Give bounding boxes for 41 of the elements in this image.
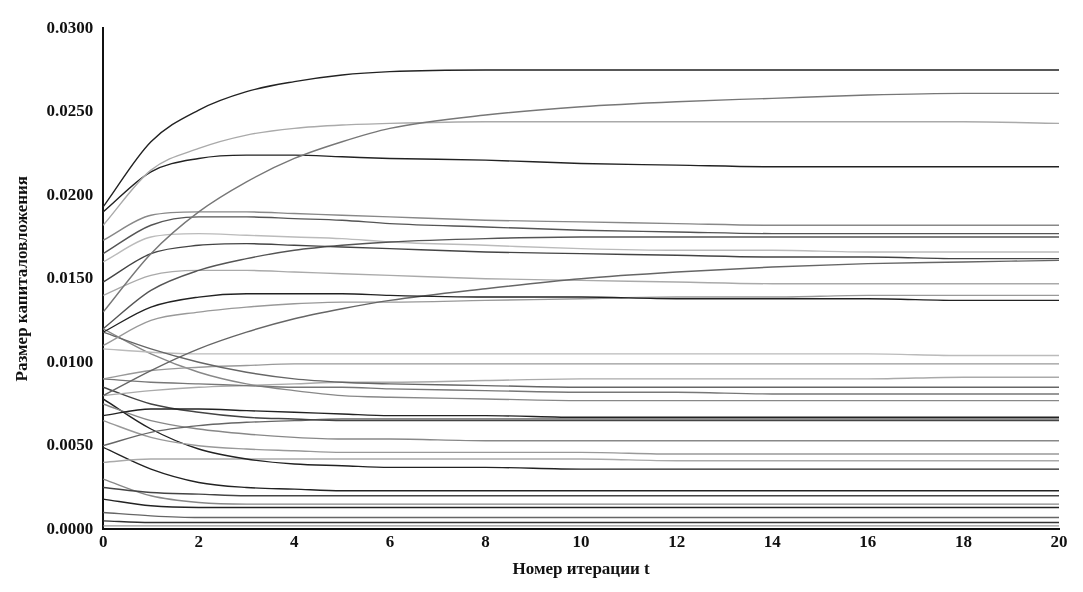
line-series	[103, 446, 1059, 492]
line-series	[103, 386, 1059, 422]
x-tick-label: 16	[859, 531, 877, 551]
line-series	[103, 232, 1059, 263]
line-series	[103, 242, 1059, 283]
y-tick-label: 0.0050	[46, 435, 94, 455]
y-tick-label: 0.0300	[46, 17, 94, 37]
y-tick-label: 0.0150	[46, 268, 94, 288]
line-series	[103, 348, 1059, 357]
y-tick-label: 0.0200	[46, 184, 94, 204]
line-series	[103, 154, 1059, 213]
line-series	[103, 294, 1059, 347]
line-series	[103, 269, 1059, 297]
x-tick-label: 18	[954, 531, 972, 551]
x-tick-label: 14	[763, 531, 782, 551]
line-series	[103, 69, 1059, 208]
x-axis-title: Номер итерации t	[512, 559, 650, 579]
y-tick-label: 0.0250	[46, 101, 94, 121]
y-tick-label: 0.0100	[46, 351, 94, 371]
line-series	[103, 419, 1059, 455]
line-series	[103, 293, 1059, 333]
line-series	[103, 418, 1059, 447]
x-tick-label: 12	[668, 531, 686, 551]
x-tick-label: 8	[481, 531, 490, 551]
line-series	[103, 486, 1059, 497]
x-tick-label: 4	[290, 531, 300, 551]
line-series	[103, 478, 1059, 505]
x-tick-label: 2	[194, 531, 203, 551]
line-series	[103, 403, 1059, 442]
line-series	[103, 398, 1059, 470]
line-series	[103, 328, 1059, 402]
x-tick-label: 6	[385, 531, 395, 551]
x-tick-label: 20	[1050, 531, 1068, 551]
line-series	[103, 121, 1059, 226]
y-tick-label: 0.0000	[46, 518, 94, 538]
x-tick-label: 10	[572, 531, 590, 551]
x-tick-label: 0	[98, 531, 108, 551]
y-axis-title: Размер капиталовложения	[11, 175, 31, 382]
line-series	[103, 211, 1059, 241]
line-series	[103, 259, 1059, 397]
line-series	[103, 363, 1059, 380]
